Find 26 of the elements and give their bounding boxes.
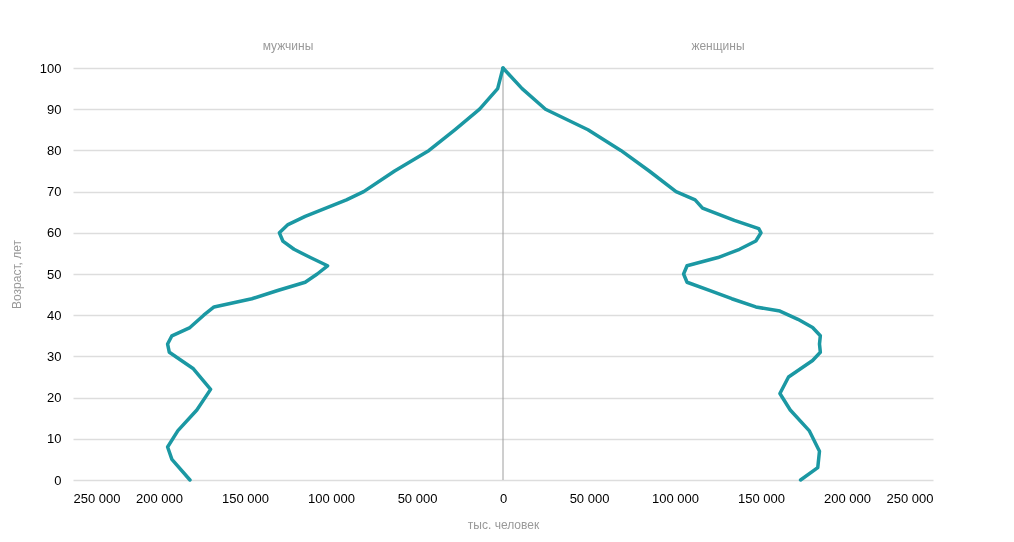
y-tick-label: 40 [47, 307, 62, 323]
x-tick-label: 150 000 [738, 490, 785, 506]
y-tick-label: 50 [47, 266, 62, 282]
y-tick-label: 20 [47, 390, 62, 406]
y-tick-label: 30 [47, 348, 62, 364]
x-tick-label: 250 000 [886, 490, 934, 506]
y-tick-label: 70 [47, 184, 62, 200]
x-tick-label: 50 000 [397, 490, 438, 506]
x-axis-title: тыс. человек [467, 517, 540, 532]
x-tick-label: 200 000 [136, 490, 183, 506]
y-tick-label: 100 [39, 60, 62, 76]
x-tick-label: 100 000 [652, 490, 699, 506]
y-tick-label: 0 [54, 472, 62, 488]
x-tick-label: 100 000 [308, 490, 355, 506]
x-tick-label: 250 000 [73, 490, 121, 506]
y-tick-label: 60 [47, 225, 62, 241]
text: женщины [691, 39, 745, 53]
x-tick-label: 50 000 [569, 490, 610, 506]
y-axis-title: Возраст, лет [9, 239, 24, 309]
y-tick-label: 90 [47, 101, 62, 117]
x-tick-label: 200 000 [824, 490, 871, 506]
x-tick-label: 150 000 [222, 490, 269, 506]
y-tick-label: 80 [47, 142, 62, 158]
text: мужчины [262, 39, 314, 53]
x-tick-label: 0 [499, 490, 508, 506]
y-tick-label: 10 [47, 431, 62, 447]
